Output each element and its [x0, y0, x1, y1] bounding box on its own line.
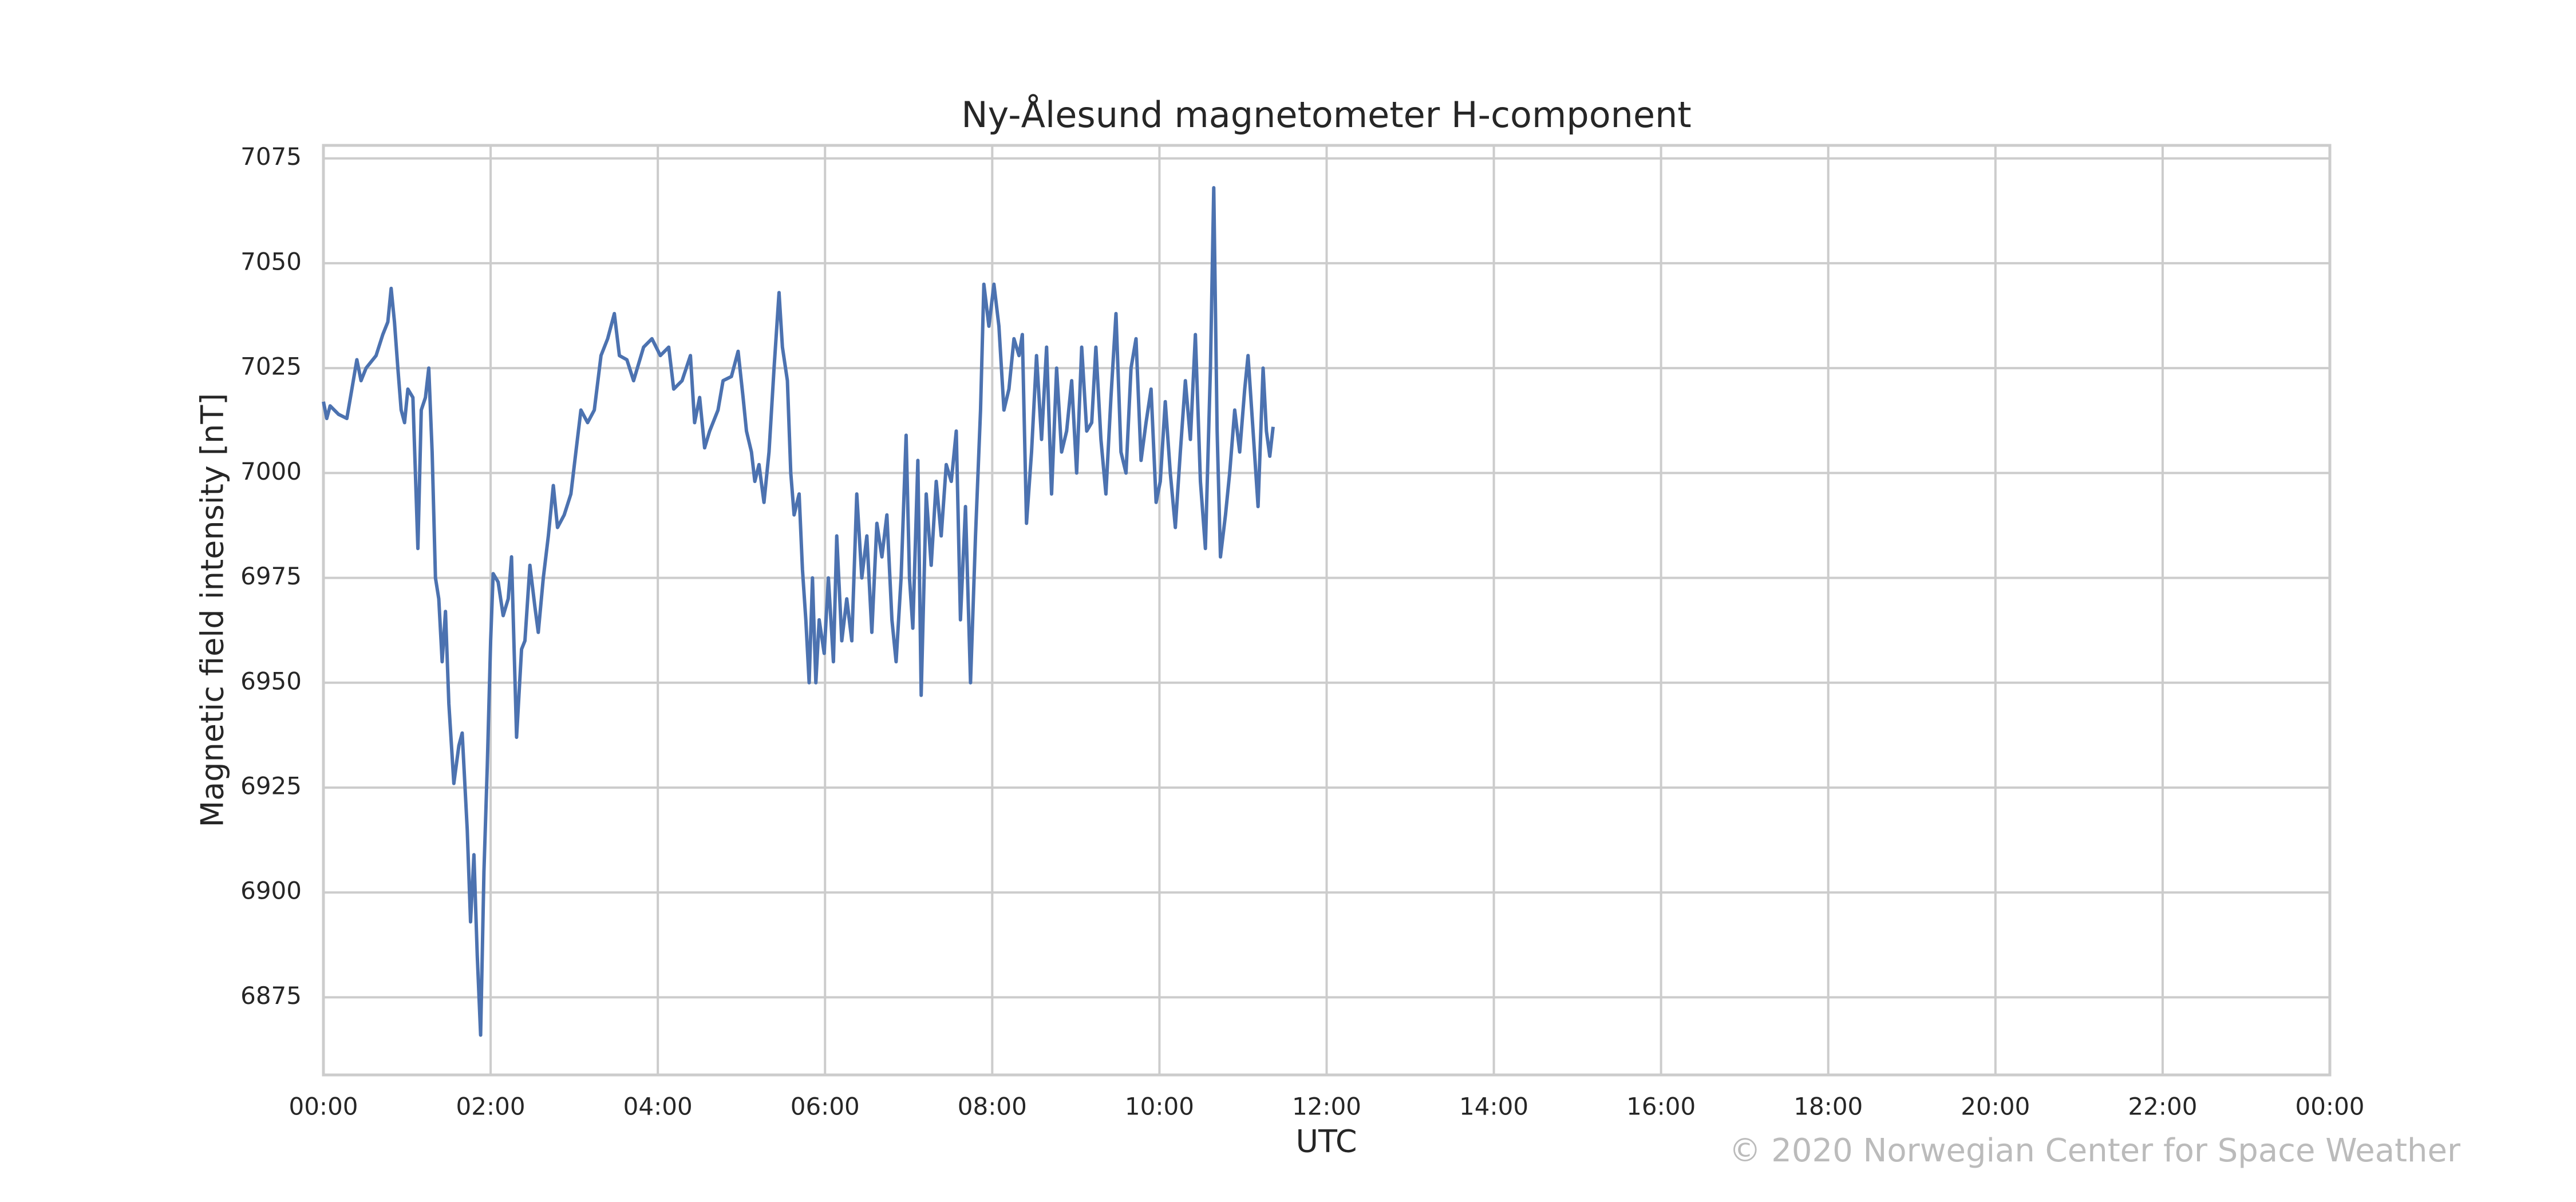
y-tick-label: 6925: [240, 772, 302, 800]
y-tick-label: 6950: [240, 667, 302, 695]
plot-border: [322, 144, 2332, 1077]
credit: © 2020 Norwegian Center for Space Weathe…: [1729, 1132, 2461, 1169]
x-tick-label: 08:00: [958, 1093, 1027, 1121]
x-tick-label: 16:00: [1626, 1093, 1696, 1121]
y-axis-label: Magnetic field intensity [nT]: [195, 393, 231, 828]
y-tick-label: 7050: [240, 247, 302, 275]
data-line: [322, 186, 1275, 1037]
x-tick-label: 12:00: [1292, 1093, 1361, 1121]
chart-title: Ny-Ålesund magnetometer H-component: [961, 94, 1691, 136]
y-tick-label: 6875: [240, 982, 302, 1010]
y-tick-label: 6900: [240, 877, 302, 905]
x-tick-label: 20:00: [1961, 1093, 2030, 1121]
x-tick-label: 10:00: [1125, 1093, 1194, 1121]
x-tick-label: 00:00: [2295, 1093, 2364, 1121]
x-tick-label: 04:00: [623, 1093, 693, 1121]
y-tick-label: 7025: [240, 353, 302, 381]
y-tick-label: 7000: [240, 457, 302, 485]
x-tick-label: 22:00: [2128, 1093, 2197, 1121]
x-tick-label: 18:00: [1793, 1093, 1863, 1121]
x-axis-label: UTC: [1295, 1124, 1357, 1160]
x-tick-label: 02:00: [456, 1093, 526, 1121]
x-tick-label: 14:00: [1459, 1093, 1528, 1121]
y-tick-label: 7075: [240, 143, 302, 171]
x-tick-label: 00:00: [289, 1093, 358, 1121]
x-tick-label: 06:00: [791, 1093, 860, 1121]
y-tick-label: 6975: [240, 562, 302, 590]
